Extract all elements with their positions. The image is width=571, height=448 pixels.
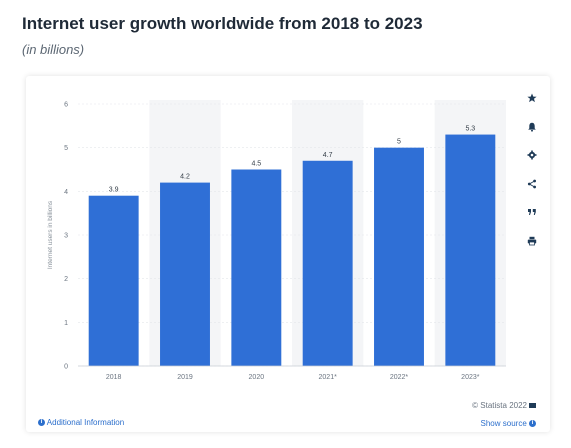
- print-icon: [527, 236, 537, 245]
- y-tick-label: 1: [64, 320, 68, 327]
- bar: [160, 182, 210, 366]
- share-icon: [527, 179, 536, 188]
- data-label: 5.3: [465, 126, 475, 133]
- x-tick-label: 2022*: [390, 374, 409, 381]
- share-button[interactable]: [520, 172, 544, 196]
- show-source-link[interactable]: Show source i: [472, 418, 536, 430]
- gear-icon: [527, 150, 537, 160]
- y-axis-label: Internet users in billions: [47, 200, 54, 269]
- y-tick-label: 4: [64, 189, 68, 196]
- bar: [302, 160, 353, 366]
- star-icon: [527, 93, 537, 103]
- flag-icon: [529, 403, 536, 409]
- y-tick-label: 2: [64, 276, 68, 283]
- bar: [88, 195, 139, 366]
- bar-chart: 0 1 2 3 4 5 6 Internet users in billions 3.9 2018…: [47, 100, 506, 381]
- favorite-button[interactable]: [520, 86, 544, 110]
- data-label: 3.9: [109, 187, 119, 194]
- y-tick-label: 6: [64, 102, 68, 109]
- info-icon: i: [529, 420, 536, 428]
- additional-info-link[interactable]: i Additional Information: [38, 418, 124, 427]
- chart-toolbar: [520, 86, 544, 257]
- x-tick-label: 2018: [106, 374, 122, 381]
- bar: [445, 134, 496, 366]
- y-tick-label: 0: [64, 364, 68, 371]
- x-tick-label: 2019: [177, 374, 193, 381]
- settings-button[interactable]: [520, 143, 544, 167]
- chart-footer: © Statista 2022 Show source i: [472, 400, 536, 430]
- bar: [231, 169, 282, 366]
- data-label: 4.2: [180, 174, 190, 181]
- chart-title: Internet user growth worldwide from 2018…: [22, 14, 423, 33]
- cite-button[interactable]: [520, 200, 544, 224]
- quote-icon: [528, 209, 536, 215]
- chart-card: 0 1 2 3 4 5 6 Internet users in billions 3.9 2018…: [26, 76, 550, 432]
- y-tick-label: 5: [64, 145, 68, 152]
- x-tick-label: 2020: [249, 374, 265, 381]
- copyright-line: © Statista 2022: [472, 400, 536, 412]
- bell-icon: [528, 122, 536, 131]
- additional-info-label: Additional Information: [46, 418, 125, 427]
- x-tick-label: 2021*: [319, 374, 338, 381]
- data-label: 4.5: [251, 161, 261, 168]
- print-button[interactable]: [520, 229, 544, 253]
- show-source-label: Show source: [480, 419, 527, 428]
- notification-button[interactable]: [520, 115, 544, 139]
- chart-subtitle: (in billions): [22, 42, 85, 57]
- bar: [374, 147, 424, 366]
- y-tick-label: 3: [64, 233, 68, 240]
- info-icon: i: [38, 419, 45, 427]
- x-tick-label: 2023*: [461, 374, 480, 381]
- data-label: 5: [397, 139, 401, 146]
- copyright-text: © Statista 2022: [472, 401, 527, 410]
- data-label: 4.7: [323, 152, 333, 159]
